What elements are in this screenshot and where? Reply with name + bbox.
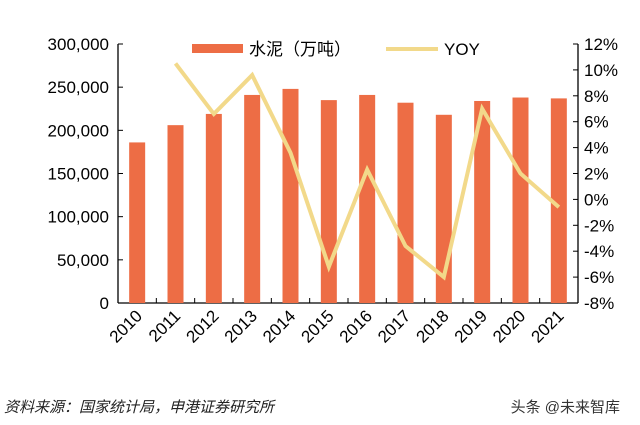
watermark: 头条 @未来智库 [510,399,620,416]
legend-swatch-bar [192,44,243,53]
chart: 0 50,000 100,000 150,000 200,000 250,000 300,0… [48,35,618,347]
right-tick-label: -4% [584,242,614,261]
bar [129,142,146,303]
right-tick-label: -2% [584,216,614,235]
bar [474,100,491,303]
x-tick-label: 2020 [489,306,529,346]
source-note: 资料来源：国家统计局，申港证券研究所 [4,398,275,416]
bar [512,97,529,303]
left-tick-label: 150,000 [48,165,109,184]
legend-label-line: YOY [444,40,480,59]
x-tick-label: 2013 [221,306,261,346]
bar [320,100,337,303]
x-tick-label: 2017 [374,306,414,346]
x-tick-label: 2018 [412,306,452,346]
bar [205,113,222,304]
right-tick-label: 0% [584,190,609,209]
x-tick-label: 2011 [145,306,184,345]
left-tick-label: 200,000 [48,121,109,140]
bar [282,88,299,303]
right-tick-label: 6% [584,113,609,132]
right-tick-label: -6% [584,268,614,287]
bar [550,98,567,303]
left-tick-label: 250,000 [48,78,109,97]
x-tick-label: 2016 [336,306,376,346]
right-tick-label: -8% [584,294,614,313]
bar [244,94,261,303]
x-tick-label: 2010 [106,306,146,346]
bar [397,102,414,303]
legend-label-bar: 水泥（万吨） [249,40,351,59]
x-tick-label: 2021 [527,306,567,346]
bar [167,125,184,303]
bar [359,94,376,303]
right-tick-label: 12% [584,35,618,54]
right-tick-label: 2% [584,165,609,184]
right-tick-label: 8% [584,87,609,106]
left-tick-label: 100,000 [48,208,109,227]
left-tick-label: 300,000 [48,35,109,54]
x-tick-label: 2012 [182,306,222,346]
left-tick-label: 0 [100,294,109,313]
x-tick-label: 2015 [297,306,337,346]
x-tick-label: 2019 [451,306,491,346]
x-tick-label: 2014 [259,306,299,346]
right-tick-label: 10% [584,61,618,80]
left-tick-label: 50,000 [57,251,109,270]
right-tick-label: 4% [584,139,609,158]
